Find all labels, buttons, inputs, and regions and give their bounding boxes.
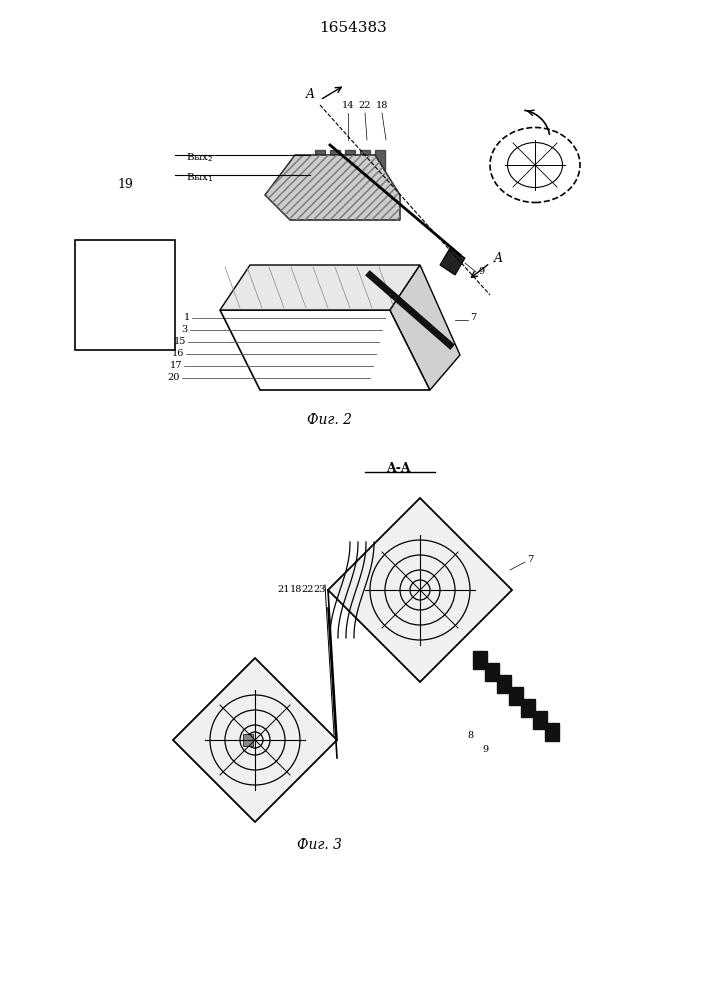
Text: Фиг. 3: Фиг. 3 — [298, 838, 342, 852]
Text: 7: 7 — [470, 314, 477, 322]
Text: Вых$_2$: Вых$_2$ — [186, 152, 214, 164]
Polygon shape — [440, 248, 465, 275]
Text: 9: 9 — [478, 267, 484, 276]
Text: Вых$_1$: Вых$_1$ — [186, 172, 214, 184]
Text: 20: 20 — [168, 373, 180, 382]
Polygon shape — [328, 498, 512, 682]
Text: 16: 16 — [172, 350, 184, 359]
Text: 18: 18 — [290, 585, 302, 594]
Text: 1: 1 — [184, 314, 190, 322]
Bar — [545, 723, 559, 741]
Bar — [473, 651, 487, 669]
Polygon shape — [265, 155, 400, 220]
Bar — [243, 734, 253, 746]
Text: 9: 9 — [482, 746, 488, 754]
Text: 22: 22 — [301, 585, 314, 594]
Text: 19: 19 — [117, 178, 133, 192]
Bar — [509, 687, 523, 705]
Bar — [533, 711, 547, 729]
Text: 15: 15 — [174, 338, 186, 347]
Text: 3: 3 — [182, 326, 188, 334]
Text: A-A: A-A — [386, 462, 410, 475]
Bar — [485, 663, 499, 681]
Text: A: A — [306, 89, 315, 102]
Text: 23: 23 — [313, 585, 326, 594]
Text: 22: 22 — [358, 101, 371, 110]
Bar — [497, 675, 511, 693]
Text: 8: 8 — [467, 730, 473, 740]
Text: 18: 18 — [376, 101, 388, 110]
Text: 1654383: 1654383 — [319, 21, 387, 35]
Text: 21: 21 — [278, 585, 290, 594]
Polygon shape — [173, 658, 337, 822]
Text: A: A — [494, 251, 503, 264]
Text: Фиг. 2: Фиг. 2 — [308, 413, 353, 427]
Polygon shape — [220, 265, 420, 310]
Text: 14: 14 — [341, 101, 354, 110]
Bar — [521, 699, 535, 717]
Text: 17: 17 — [170, 361, 182, 370]
Bar — [75, 240, 175, 350]
Polygon shape — [390, 265, 460, 390]
Text: 7: 7 — [527, 556, 533, 564]
